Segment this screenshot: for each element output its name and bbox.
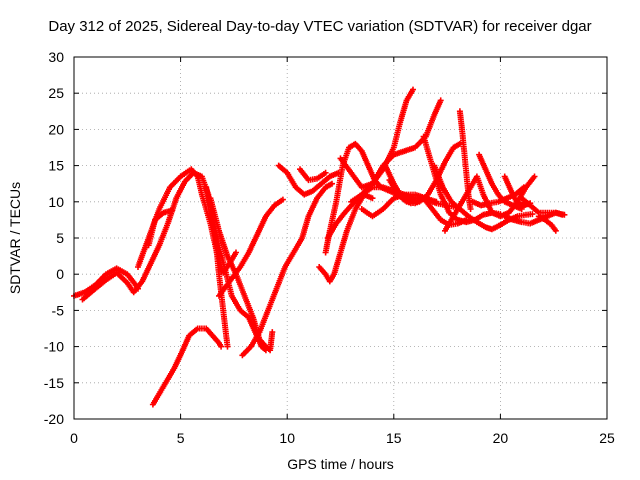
y-tick-label: 30 xyxy=(48,49,64,65)
data-point-markers xyxy=(386,177,470,228)
data-series-arc-25 xyxy=(476,151,525,212)
data-point-markers xyxy=(275,162,342,198)
data-point-markers xyxy=(431,162,536,233)
data-series-arc-8 xyxy=(216,196,286,299)
y-tick-label: 20 xyxy=(48,121,64,137)
y-tick-label: 5 xyxy=(56,230,64,246)
data-point-markers xyxy=(239,180,335,359)
plot-border xyxy=(73,56,608,420)
data-point-markers xyxy=(216,196,286,299)
axis-ticks xyxy=(73,56,608,420)
data-point-markers xyxy=(149,325,225,408)
y-tick-label: 25 xyxy=(48,85,64,101)
data-series-arc-5 xyxy=(149,325,225,408)
data-series-arc-11 xyxy=(297,166,329,184)
x-tick-label: 0 xyxy=(70,430,78,446)
data-point-markers xyxy=(518,195,566,218)
data-series-arc-10 xyxy=(275,162,342,198)
x-tick-label: 15 xyxy=(386,430,402,446)
data-point-markers xyxy=(456,108,474,212)
y-tick-label: -15 xyxy=(44,375,64,391)
chart-title: Day 312 of 2025, Sidereal Day-to-day VTE… xyxy=(48,18,592,35)
x-tick-label: 20 xyxy=(493,430,509,446)
y-axis-label: SDTVAR / TECUs xyxy=(7,181,23,295)
data-series-arc-19 xyxy=(386,177,470,228)
data-marks xyxy=(71,86,568,408)
y-tick-label: 15 xyxy=(48,158,64,174)
data-series-arc-4 xyxy=(145,207,176,249)
data-point-markers xyxy=(145,207,176,249)
x-axis-label: GPS time / hours xyxy=(287,456,394,472)
data-series-arc-28 xyxy=(518,195,566,218)
data-series-arc-9 xyxy=(239,180,335,359)
x-tick-label: 10 xyxy=(279,430,295,446)
data-point-markers xyxy=(297,166,329,184)
tick-labels: 0 5 10 15 20 25 -20 -15 -10 -5 0 5 10 15 20 25 30 xyxy=(44,49,615,446)
data-series-arc-23 xyxy=(456,108,474,212)
y-tick-label: 10 xyxy=(48,194,64,210)
grid-lines xyxy=(74,57,607,419)
y-tick-label: 0 xyxy=(56,266,64,282)
data-series-arc-29 xyxy=(535,213,559,234)
x-tick-label: 5 xyxy=(177,430,185,446)
x-tick-label: 25 xyxy=(599,430,615,446)
y-tick-label: -20 xyxy=(44,411,64,427)
y-tick-label: -10 xyxy=(44,339,64,355)
data-point-markers xyxy=(476,151,525,212)
y-tick-label: -5 xyxy=(52,302,65,318)
data-point-markers xyxy=(535,213,559,234)
data-series-arc-21 xyxy=(431,162,536,233)
